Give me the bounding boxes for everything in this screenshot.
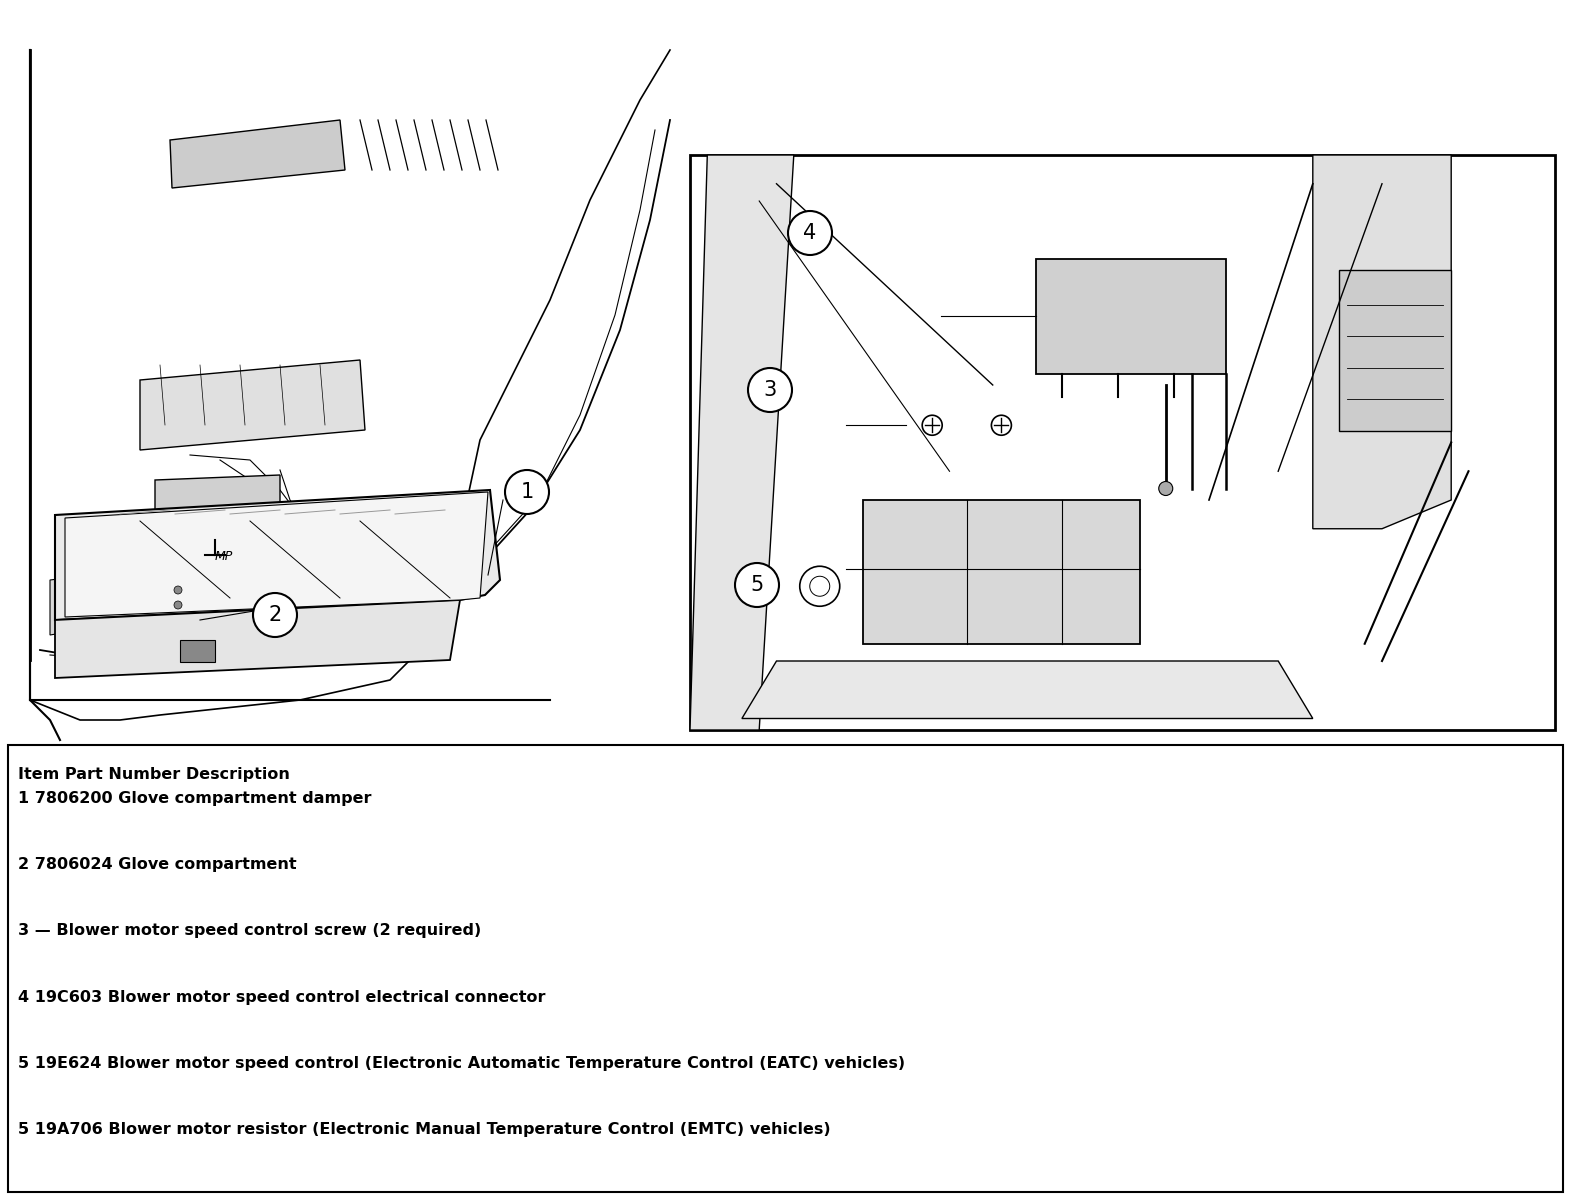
- Circle shape: [789, 211, 833, 254]
- Text: 1 7806200 Glove compartment damper: 1 7806200 Glove compartment damper: [17, 791, 371, 806]
- Text: Item Part Number Description: Item Part Number Description: [17, 767, 291, 782]
- Circle shape: [504, 470, 548, 514]
- Polygon shape: [862, 500, 1141, 643]
- Text: MP: MP: [215, 550, 233, 563]
- Polygon shape: [742, 661, 1313, 719]
- Circle shape: [253, 593, 297, 637]
- Polygon shape: [156, 475, 280, 545]
- Bar: [690, 155, 1555, 730]
- Circle shape: [174, 601, 182, 608]
- Text: 3: 3: [764, 380, 776, 400]
- Circle shape: [922, 415, 943, 436]
- Circle shape: [748, 368, 792, 412]
- Text: 2: 2: [269, 605, 281, 625]
- Polygon shape: [1035, 258, 1227, 373]
- Bar: [181, 640, 215, 662]
- Polygon shape: [50, 570, 140, 635]
- Polygon shape: [170, 120, 346, 188]
- Text: 2 7806024 Glove compartment: 2 7806024 Glove compartment: [17, 857, 297, 872]
- Text: 3 — Blower motor speed control screw (2 required): 3 — Blower motor speed control screw (2 …: [17, 923, 481, 938]
- Text: 5: 5: [751, 575, 764, 595]
- Polygon shape: [55, 490, 500, 620]
- Text: 5 19E624 Blower motor speed control (Electronic Automatic Temperature Control (E: 5 19E624 Blower motor speed control (Ele…: [17, 1056, 905, 1070]
- Text: 4: 4: [803, 223, 817, 242]
- Circle shape: [1159, 481, 1172, 496]
- Polygon shape: [140, 360, 364, 450]
- Circle shape: [174, 586, 182, 594]
- Text: 4 19C603 Blower motor speed control electrical connector: 4 19C603 Blower motor speed control elec…: [17, 990, 545, 1004]
- Text: 1: 1: [520, 482, 534, 502]
- Polygon shape: [55, 600, 460, 678]
- Polygon shape: [64, 492, 489, 617]
- Polygon shape: [1338, 270, 1452, 431]
- Bar: [8, 745, 1563, 1192]
- Polygon shape: [690, 155, 793, 730]
- Polygon shape: [1313, 155, 1452, 529]
- Circle shape: [991, 415, 1012, 436]
- Text: 5 19A706 Blower motor resistor (Electronic Manual Temperature Control (EMTC) veh: 5 19A706 Blower motor resistor (Electron…: [17, 1122, 831, 1136]
- Circle shape: [735, 563, 779, 607]
